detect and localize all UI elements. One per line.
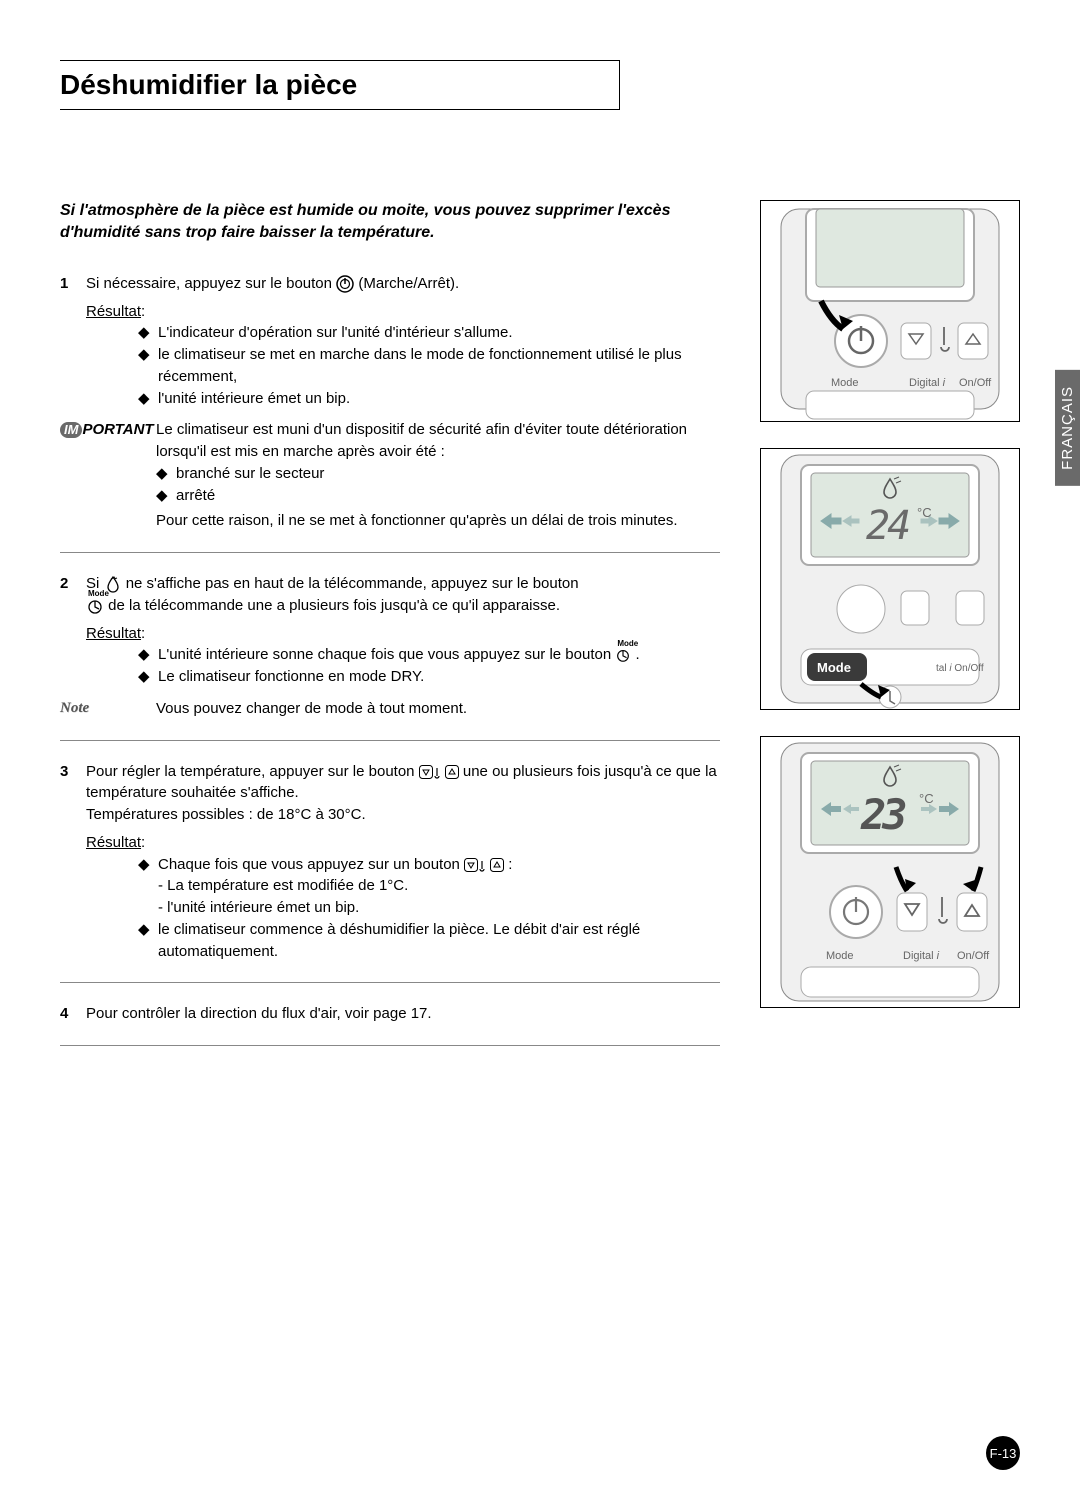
svg-text:On/Off: On/Off — [957, 950, 990, 962]
figure-2-display-mode: 24 °C Mode tal i On/Off — [760, 448, 1020, 710]
s1-bullet2: le climatiseur se met en marche dans le … — [158, 344, 720, 388]
s3-b1b: : — [508, 856, 512, 873]
s2-bullet1a: L'unité intérieure sonne chaque fois que… — [158, 646, 615, 663]
intro-text: Si l'atmosphère de la pièce est humide o… — [60, 200, 720, 245]
step-number: 3 — [60, 761, 86, 854]
s2-b: ne s'affiche pas en haut de la télécomma… — [126, 575, 579, 592]
label-mode: Mode — [831, 377, 859, 389]
s3-b2: le climatiseur commence à déshumidifier … — [158, 919, 720, 963]
result-label: Résultat — [86, 834, 141, 851]
temp-buttons-icon — [419, 765, 459, 779]
figure-3-display-temp: 23 °C Mode — [760, 736, 1020, 1008]
important-text: Le climatiseur est muni d'un dispositif … — [156, 419, 720, 463]
s1-bullet1: L'indicateur d'opération sur l'unité d'i… — [158, 322, 513, 344]
s1-imp-tail: Pour cette raison, il ne se met à foncti… — [156, 510, 720, 532]
svg-text:°C: °C — [919, 791, 934, 806]
temp-buttons-icon — [464, 858, 504, 872]
result-label: Résultat — [86, 303, 141, 320]
svg-text:Mode: Mode — [817, 660, 851, 675]
s2-c: de la télécommande une a plusieurs fois … — [108, 597, 560, 614]
page-number: F-13 — [986, 1436, 1020, 1470]
s3-sub1: - La température est modifiée de 1°C. — [158, 875, 720, 897]
step1-text-after: (Marche/Arrêt). — [358, 275, 459, 292]
figure-1-remote: Mode Digital i On/Off — [760, 200, 1020, 422]
s3-range: Températures possibles : de 18°C à 30°C. — [86, 804, 720, 826]
step-number: 1 — [60, 273, 86, 323]
svg-text:°C: °C — [917, 505, 932, 520]
s3-sub2: - l'unité intérieure émet un bip. — [158, 897, 720, 919]
svg-text:24: 24 — [866, 503, 909, 549]
note-tag: Note — [60, 698, 156, 720]
svg-text:Mode: Mode — [826, 950, 854, 962]
s1-bullet3: l'unité intérieure émet un bip. — [158, 388, 350, 410]
note-text: Vous pouvez changer de mode à tout momen… — [156, 698, 467, 720]
title-box: Déshumidifier la pièce — [60, 60, 620, 110]
s2-bullet2: Le climatiseur fonctionne en mode DRY. — [158, 666, 424, 688]
step-2: 2 Si ne s'affiche pas en haut de la télé… — [60, 573, 720, 741]
s3-b1a: Chaque fois que vous appuyez sur un bout… — [158, 856, 464, 873]
language-tab: FRANÇAIS — [1055, 370, 1080, 486]
result-label: Résultat — [86, 625, 141, 642]
step-number: 4 — [60, 1003, 86, 1025]
power-icon — [336, 275, 354, 293]
mode-icon: Mode — [615, 647, 631, 663]
mode-icon: Mode — [86, 597, 104, 615]
svg-text:23: 23 — [860, 790, 905, 839]
svg-text:Digital i: Digital i — [903, 950, 940, 962]
s1-imp-b2: arrêté — [176, 485, 215, 507]
svg-text:On/Off: On/Off — [959, 377, 992, 389]
step1-text-before: Si nécessaire, appuyez sur le bouton — [86, 275, 336, 292]
step-1: 1 Si nécessaire, appuyez sur le bouton (… — [60, 273, 720, 553]
s1-imp-b1: branché sur le secteur — [176, 463, 324, 485]
svg-text:Digital i: Digital i — [909, 377, 946, 389]
step-4: 4 Pour contrôler la direction du flux d'… — [60, 1003, 720, 1046]
important-tag: IMPORTANT — [60, 419, 156, 463]
step-3: 3 Pour régler la température, appuyer su… — [60, 761, 720, 984]
step-number: 2 — [60, 573, 86, 644]
svg-text:tal i On/Off: tal i On/Off — [936, 663, 984, 674]
page-title: Déshumidifier la pièce — [60, 69, 599, 101]
s3-a: Pour régler la température, appuyer sur … — [86, 763, 419, 780]
s4-text: Pour contrôler la direction du flux d'ai… — [86, 1003, 720, 1025]
